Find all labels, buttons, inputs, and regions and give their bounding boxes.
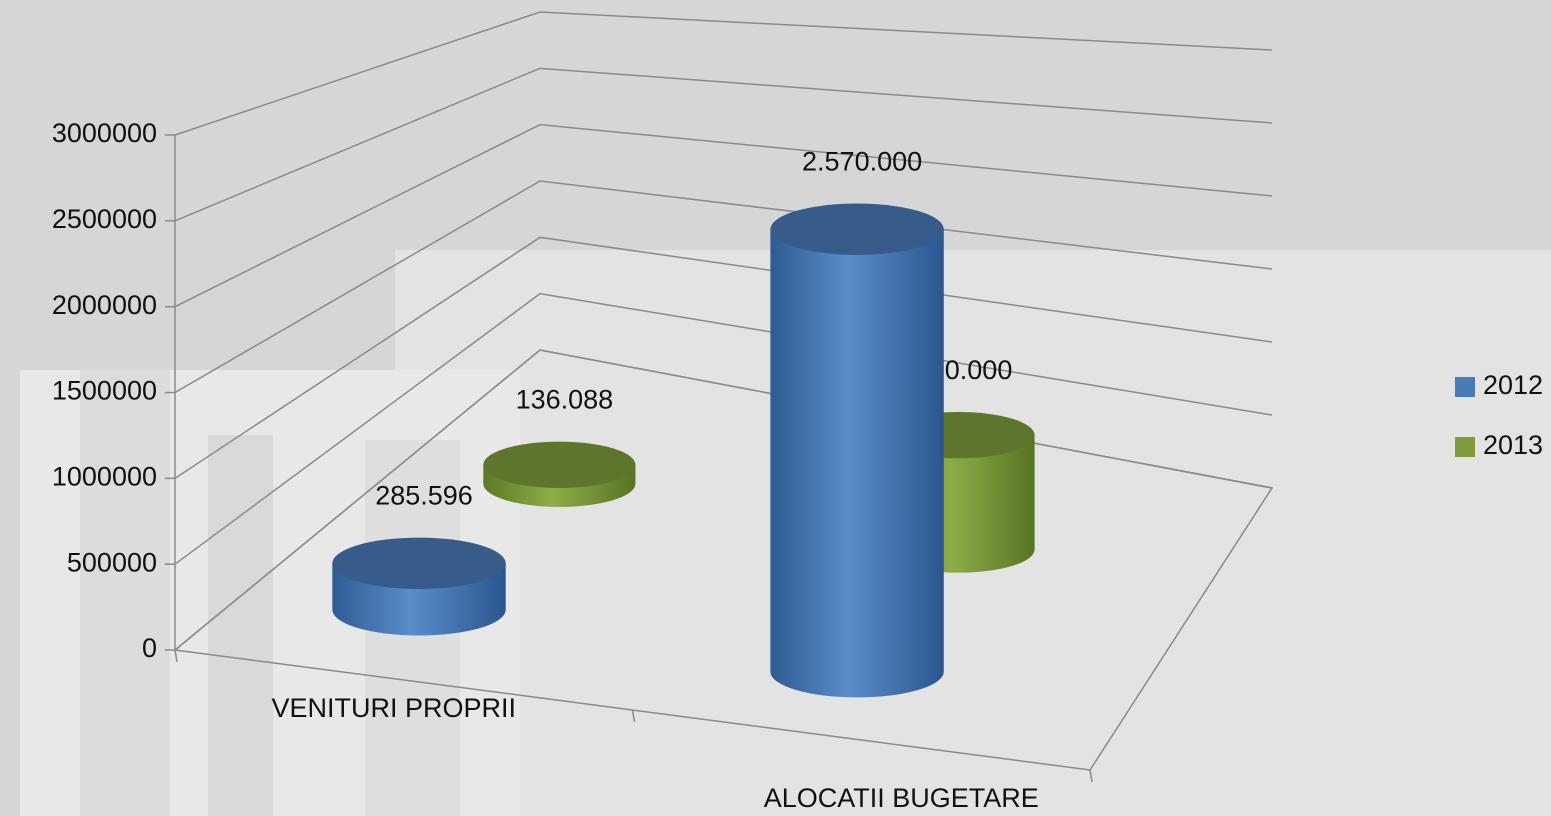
legend-swatch <box>1455 437 1475 457</box>
grid-line <box>174 236 1273 479</box>
watermark <box>208 435 273 816</box>
x-tick-label: VENITURI PROPRII <box>271 693 516 723</box>
grid-line <box>174 180 1273 394</box>
value-label: 285.596 <box>375 481 473 511</box>
cylinder-top <box>332 537 506 590</box>
y-tick-label: 500000 <box>67 547 157 577</box>
y-tick-label: 2500000 <box>52 204 157 234</box>
y-tick-label: 3000000 <box>52 118 157 148</box>
y-tick-label: 1500000 <box>52 376 157 406</box>
floor <box>173 349 1274 771</box>
x-tick-label: ALOCATII BUGETARE <box>764 783 1039 813</box>
y-tick-label: 1000000 <box>52 461 157 491</box>
x-tick <box>631 709 636 723</box>
legend-label: 2012 <box>1483 370 1543 400</box>
cylinder-top <box>770 203 944 255</box>
y-tick-label: 2000000 <box>52 290 157 320</box>
x-tick <box>174 649 178 663</box>
grid-line <box>174 292 1273 565</box>
value-label: 2.570.000 <box>802 147 922 177</box>
grid-line <box>174 67 1273 222</box>
legend-label: 2013 <box>1483 430 1543 460</box>
cylinder <box>770 229 944 698</box>
y-tick-label: 0 <box>142 633 157 663</box>
value-label: 136.088 <box>516 385 614 415</box>
grid-line <box>174 123 1273 308</box>
cylinder-top <box>483 441 636 488</box>
x-tick <box>1089 769 1093 783</box>
legend-swatch <box>1455 377 1475 397</box>
grid-line <box>174 11 1273 136</box>
watermark <box>80 370 170 816</box>
